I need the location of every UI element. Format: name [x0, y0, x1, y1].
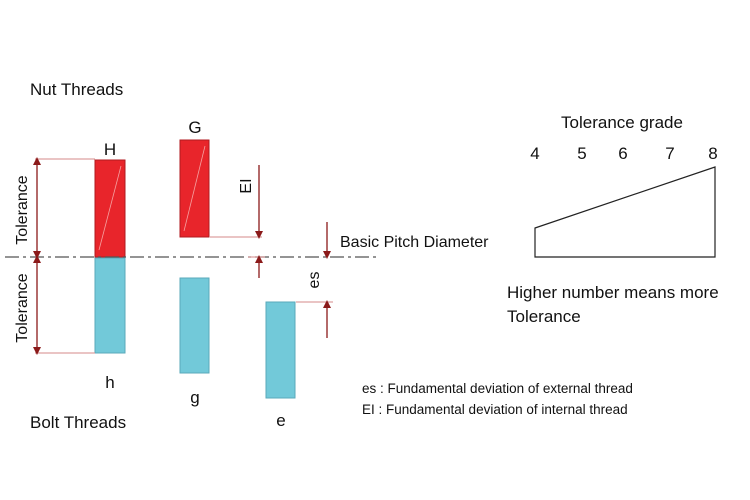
tolerance-zone-h [94, 257, 126, 354]
bolt-threads-label: Bolt Threads [30, 413, 126, 432]
zone-label-G: G [188, 118, 201, 137]
tolerance-zone-e [265, 301, 296, 399]
tolerance-grade-title: Tolerance grade [561, 113, 683, 132]
zone-label-H: H [104, 140, 116, 159]
nut-threads-label: Nut Threads [30, 80, 123, 99]
tolerance-label-upper: Tolerance [14, 175, 31, 244]
zone-G-highlight [183, 145, 206, 232]
legend-es: es : Fundamental deviation of external t… [362, 381, 633, 396]
ei-label: EI [238, 178, 255, 193]
grade-number-6: 6 [618, 144, 627, 163]
grade-number-8: 8 [708, 144, 717, 163]
grade-number-7: 7 [665, 144, 674, 163]
grade-caption-line1: Higher number means more [507, 283, 719, 302]
es-label: es [306, 272, 323, 289]
legend-ei: EI : Fundamental deviation of internal t… [362, 402, 628, 417]
tolerance-grade-wedge [534, 166, 716, 258]
zone-label-g: g [190, 388, 199, 407]
zone-label-h: h [105, 373, 114, 392]
zone-H-highlight [98, 165, 122, 251]
zone-label-e: e [276, 411, 285, 430]
tolerance-zone-g [179, 277, 210, 374]
grade-number-5: 5 [577, 144, 586, 163]
tolerance-label-lower: Tolerance [14, 273, 31, 342]
grade-caption-line2: Tolerance [507, 307, 581, 326]
basic-pitch-diameter-label: Basic Pitch Diameter [340, 234, 489, 251]
grade-number-4: 4 [530, 144, 539, 163]
